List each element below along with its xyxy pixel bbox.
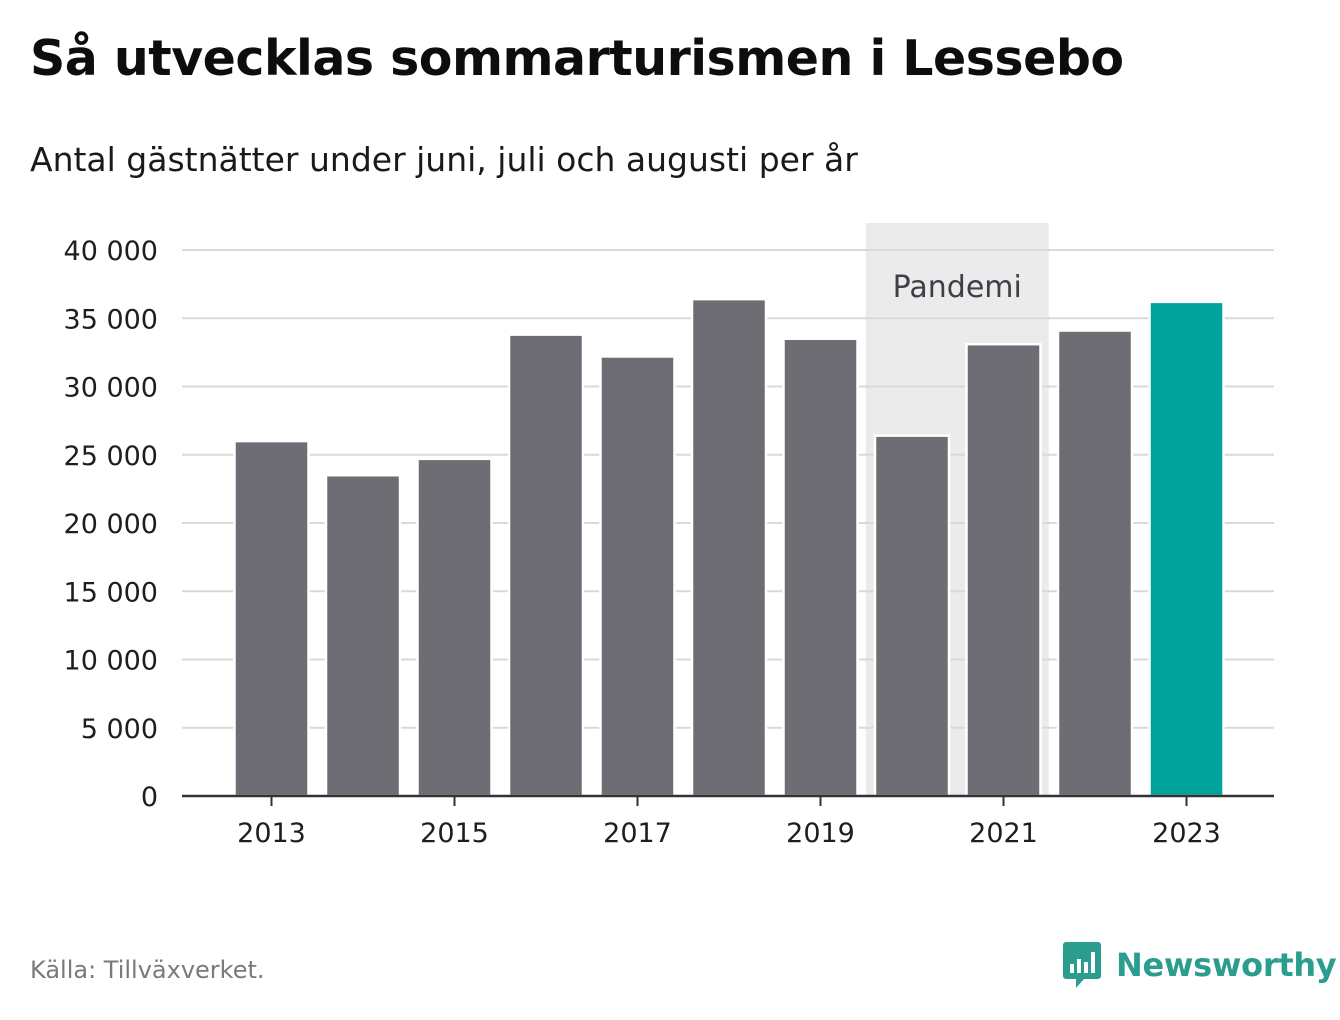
bar: [1056, 329, 1134, 798]
brand-logo: Newsworthy: [1062, 940, 1337, 990]
bar-chart: Pandemi 0 5 000 10 000 15 000 20 000 25 000 30 …: [64, 223, 1274, 849]
x-tick-label: 2019: [786, 818, 855, 849]
y-tick-label: 30 000: [64, 373, 158, 404]
brand-name: Newsworthy: [1116, 946, 1337, 984]
bar: [965, 342, 1042, 798]
y-tick-label: 0: [141, 782, 158, 813]
x-tick-label: 2021: [969, 818, 1038, 849]
bar-highlight: [1148, 300, 1225, 798]
y-tick-label: 35 000: [64, 304, 158, 335]
bar: [690, 297, 768, 798]
y-tick-label: 25 000: [64, 441, 158, 472]
y-tick-label: 40 000: [64, 236, 158, 267]
chart-title: Så utvecklas sommarturismen i Lessebo: [30, 30, 1124, 87]
bar: [233, 439, 310, 798]
y-tick-label: 5 000: [81, 714, 158, 745]
bar: [507, 333, 585, 798]
source-note: Källa: Tillväxverket.: [30, 956, 265, 984]
bar: [416, 457, 493, 798]
x-tick-label: 2013: [237, 818, 306, 849]
x-tick-label: 2023: [1152, 818, 1221, 849]
annotation-label: Pandemi: [893, 270, 1022, 305]
bar: [782, 337, 859, 798]
y-tick-label: 10 000: [64, 646, 158, 677]
chart-subtitle: Antal gästnätter under juni, juli och au…: [30, 140, 858, 179]
bar: [324, 473, 402, 798]
bar: [599, 355, 676, 798]
x-tick-label: 2015: [420, 818, 489, 849]
x-tick-label: 2017: [603, 818, 672, 849]
y-tick-label: 20 000: [64, 509, 158, 540]
newsworthy-logo-icon: [1063, 942, 1101, 988]
bar: [873, 434, 951, 798]
y-tick-label: 15 000: [64, 577, 158, 608]
